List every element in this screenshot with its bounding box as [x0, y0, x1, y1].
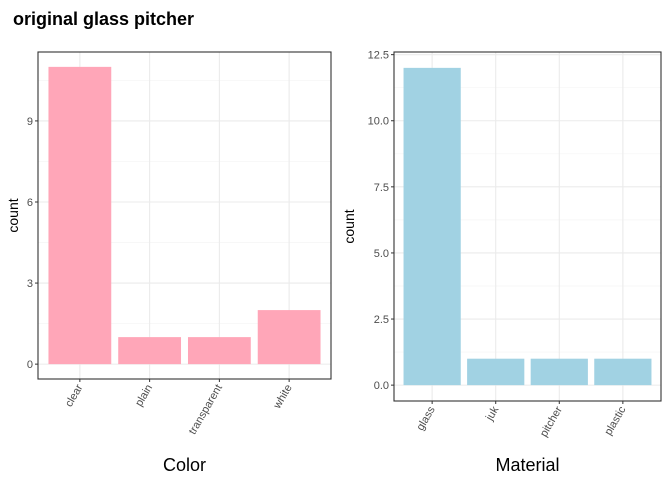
color-x-tick-label: plain	[133, 383, 155, 409]
material-y-tick-label: 2.5	[374, 314, 389, 326]
material-x-tick-label: pitcher	[538, 404, 565, 439]
color-x-tick-label: white	[271, 383, 295, 412]
color-count-panel: 0 3 6 9 clear plain transparent white count Color	[5, 51, 332, 475]
material-x-axis-title: Material	[495, 455, 559, 475]
material-y-tick-label: 5.0	[374, 248, 389, 260]
color-y-tick-label: 9	[27, 116, 33, 128]
material-bar-glass	[403, 67, 461, 386]
material-count-panel: 0.0 2.5 5.0 7.5 10.0 12.5 glass juk pitcher plast…	[341, 50, 662, 475]
material-y-tick-label: 0.0	[374, 380, 389, 392]
material-bar-plastic	[594, 358, 652, 386]
material-panel-border	[393, 51, 662, 402]
color-panel-border	[37, 51, 332, 380]
material-x-tick-label: glass	[415, 404, 438, 433]
color-x-tick-label: transparent	[187, 383, 225, 437]
material-bar-juk	[467, 358, 525, 386]
material-y-tick-label: 10.0	[368, 116, 389, 128]
color-x-tick-label: clear	[63, 382, 85, 409]
color-x-axis-title: Color	[163, 455, 206, 475]
color-y-tick-label: 6	[27, 197, 33, 209]
color-y-tick-label: 0	[27, 359, 33, 371]
color-bar-transparent	[187, 337, 251, 365]
color-bar-plain	[118, 337, 182, 365]
chart-title: original glass pitcher	[13, 9, 195, 29]
color-y-axis-title: count	[5, 198, 21, 232]
color-bar-white	[257, 310, 321, 365]
color-bar-clear	[48, 66, 112, 365]
material-y-tick-label: 7.5	[374, 182, 389, 194]
material-bar-pitcher	[530, 358, 588, 386]
material-x-tick-label: plastic	[602, 404, 628, 437]
material-y-tick-label: 12.5	[368, 50, 389, 62]
material-y-axis-title: count	[341, 209, 357, 243]
material-x-tick-label: juk	[483, 404, 501, 423]
color-y-tick-label: 3	[27, 278, 33, 290]
